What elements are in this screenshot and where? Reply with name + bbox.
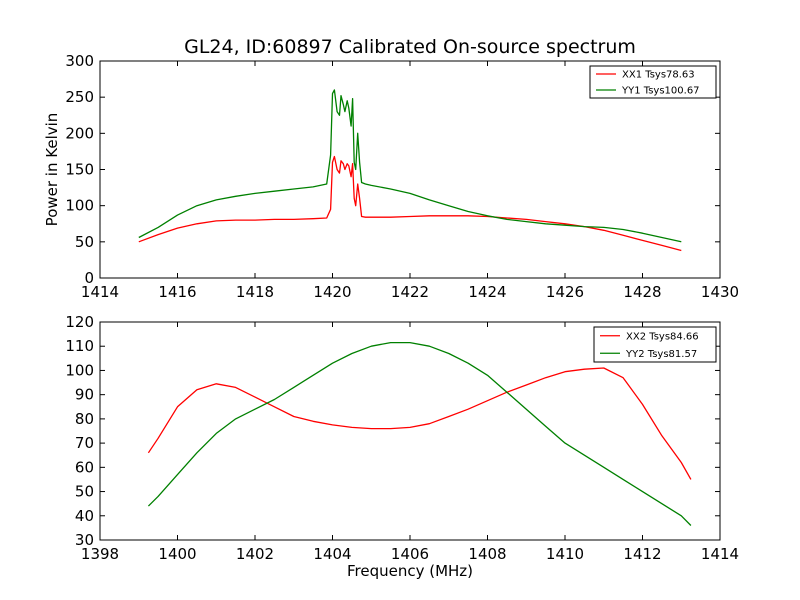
y-tick-label: 300 [65,52,94,70]
x-tick-label: 1412 [623,545,661,563]
legend-entry-label: XX1 Tsys78.63 [622,70,695,81]
y-tick-label: 90 [75,386,94,404]
chart-title: GL24, ID:60897 Calibrated On-source spec… [184,36,636,58]
series-line-xx2 [147,367,692,480]
x-tick-label: 1420 [313,283,351,301]
x-tick-label: 1422 [391,283,429,301]
y-tick-label: 100 [65,361,94,379]
x-tick-label: 1408 [468,545,506,563]
x-tick-label: 1404 [313,545,351,563]
y-tick-label: 100 [65,197,94,215]
y-tick-label: 80 [75,410,94,428]
legend-box [593,326,717,363]
x-axis-label: Frequency (MHz) [347,562,473,580]
y-axis-label: Power in Kelvin [43,113,61,227]
legend-box [589,65,717,99]
y-tick-label: 150 [65,161,94,179]
x-tick-label: 1426 [546,283,584,301]
y-tick-label: 30 [75,531,94,549]
y-tick-label: 0 [84,269,94,287]
x-tick-label: 1410 [546,545,584,563]
series-line-yy1 [138,89,682,243]
x-tick-label: 1428 [623,283,661,301]
y-tick-label: 40 [75,507,94,525]
x-tick-label: 1424 [468,283,506,301]
y-tick-label: 250 [65,88,94,106]
x-tick-label: 1418 [236,283,274,301]
y-tick-label: 70 [75,434,94,452]
legend: XX1 Tsys78.63 YY1 Tsys100.67 [589,65,717,99]
bottom-panel: 1398 1400 1402 1404 1406 1408 1410 1412 1414 30 40… [65,313,739,580]
x-tick-label: 1406 [391,545,429,563]
legend-entry-label: YY1 Tsys100.67 [621,86,700,97]
x-tick-label: 1430 [701,283,739,301]
x-tick-label: 1398 [81,545,119,563]
y-tick-label: 50 [75,233,94,251]
y-tick-label: 110 [65,337,94,355]
x-tick-label: 1400 [158,545,196,563]
top-panel: 1414 1416 1418 1420 1422 1424 1426 1428 1430 0 50 1… [43,52,739,301]
legend-entry-label: YY2 Tsys81.57 [625,349,697,360]
series-line-yy2 [147,341,692,526]
legend: XX2 Tsys84.66 YY2 Tsys81.57 [593,326,717,363]
y-tick-label: 200 [65,124,94,142]
x-tick-label: 1414 [81,283,119,301]
series-line-xx1 [138,155,682,252]
x-tick-label: 1416 [158,283,196,301]
y-tick-label: 120 [65,313,94,331]
y-tick-label: 50 [75,483,94,501]
legend-entry-label: XX2 Tsys84.66 [626,331,699,342]
x-tick-label: 1402 [236,545,274,563]
x-tick-label: 1414 [701,545,739,563]
y-tick-label: 60 [75,458,94,476]
